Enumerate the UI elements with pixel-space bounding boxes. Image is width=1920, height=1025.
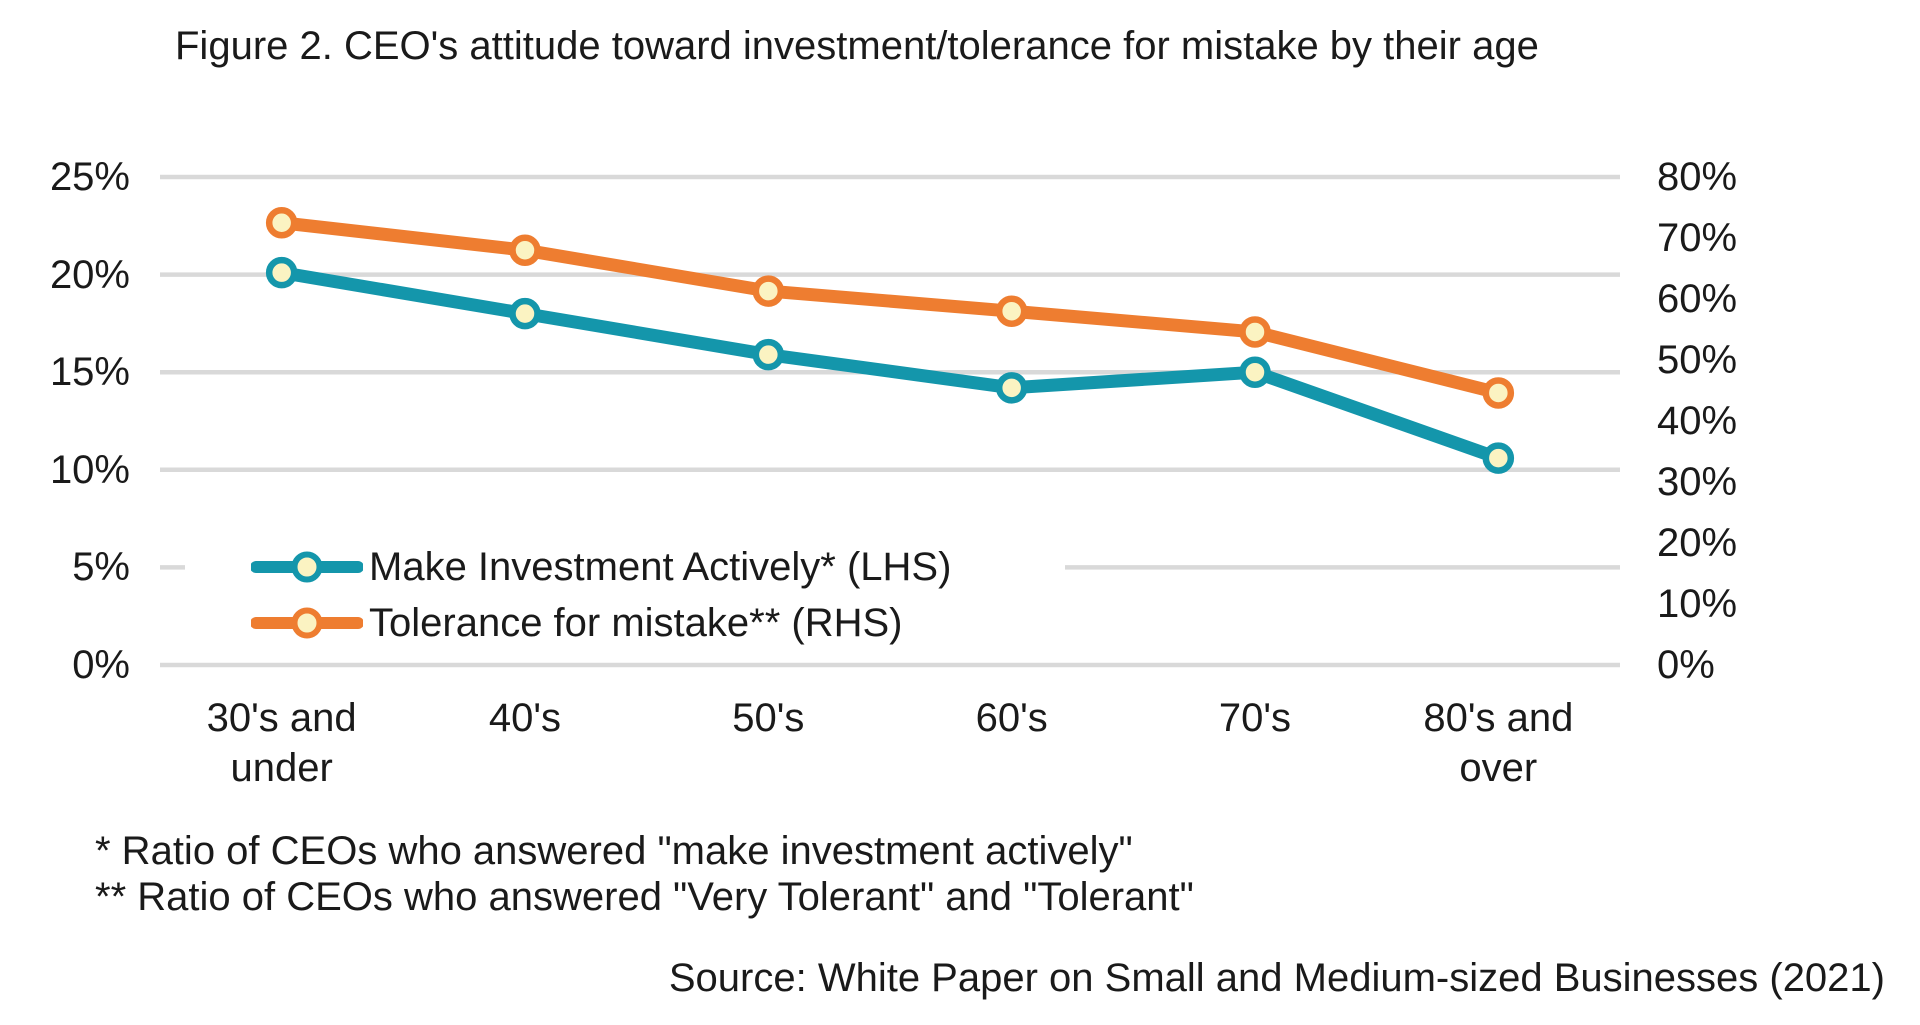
- tolerance-marker-5: [1482, 377, 1515, 409]
- y-right-tick-50: 50%: [1657, 338, 1738, 382]
- tolerance-marker-1: [509, 234, 541, 266]
- x-category-label-1: 40's: [488, 696, 562, 740]
- legend-item-investment: Make Investment Actively* (LHS): [251, 539, 1065, 595]
- y-left-tick-0: 0%: [72, 643, 130, 687]
- investment-line-marker-icon: [251, 551, 363, 583]
- y-right-tick-30: 30%: [1657, 460, 1738, 504]
- x-category-label-4: 70's: [1218, 696, 1292, 740]
- x-category-label-0: 30's and under: [206, 696, 357, 790]
- investment-series-line: [275, 266, 1505, 465]
- y-left-tick-10: 10%: [49, 447, 130, 492]
- y-right-tick-10: 10%: [1657, 582, 1738, 626]
- y-left-tick-25: 25%: [49, 155, 130, 199]
- investment-marker-5: [1482, 442, 1515, 474]
- tolerance-line-marker-icon: [251, 607, 363, 639]
- tolerance-marker-0: [265, 207, 298, 239]
- legend: Make Investment Actively* (LHS) Toleranc…: [185, 533, 1065, 658]
- figure-title: Figure 2. CEO's attitude toward investme…: [175, 24, 1539, 68]
- x-category-label-3: 60's: [975, 696, 1048, 740]
- y-right-tick-80: 80%: [1657, 155, 1738, 199]
- tolerance-series-line: [275, 216, 1505, 400]
- tolerance-marker-3: [995, 295, 1028, 327]
- legend-label-investment: Make Investment Actively* (LHS): [369, 544, 952, 589]
- footnotes: * Ratio of CEOs who answered "make inves…: [95, 828, 1194, 920]
- investment-marker-4: [1239, 356, 1271, 388]
- investment-marker-2: [752, 338, 785, 371]
- legend-item-tolerance: Tolerance for mistake** (RHS): [251, 595, 1065, 651]
- y-left-tick-15: 15%: [49, 350, 130, 395]
- y-left-tick-5: 5%: [72, 545, 130, 590]
- x-category-label-5: 80's and over: [1423, 696, 1574, 790]
- y-right-tick-0: 0%: [1657, 643, 1715, 687]
- y-right-tick-70: 70%: [1657, 216, 1738, 260]
- investment-marker-3: [995, 372, 1028, 404]
- investment-marker-0: [265, 256, 298, 289]
- x-category-label-2: 50's: [732, 696, 805, 740]
- investment-marker-1: [509, 297, 541, 330]
- y-right-tick-20: 20%: [1657, 521, 1738, 565]
- y-left-tick-20: 20%: [49, 252, 130, 297]
- legend-label-tolerance: Tolerance for mistake** (RHS): [369, 600, 903, 645]
- tolerance-marker-4: [1239, 316, 1271, 348]
- y-right-tick-60: 60%: [1657, 277, 1738, 321]
- footnote-tolerance: ** Ratio of CEOs who answered "Very Tole…: [95, 875, 1194, 919]
- source-credit: Source: White Paper on Small and Medium-…: [668, 956, 1885, 1000]
- footnote-investment: * Ratio of CEOs who answered "make inves…: [95, 829, 1133, 873]
- y-right-tick-40: 40%: [1657, 399, 1738, 443]
- tolerance-marker-2: [752, 275, 785, 307]
